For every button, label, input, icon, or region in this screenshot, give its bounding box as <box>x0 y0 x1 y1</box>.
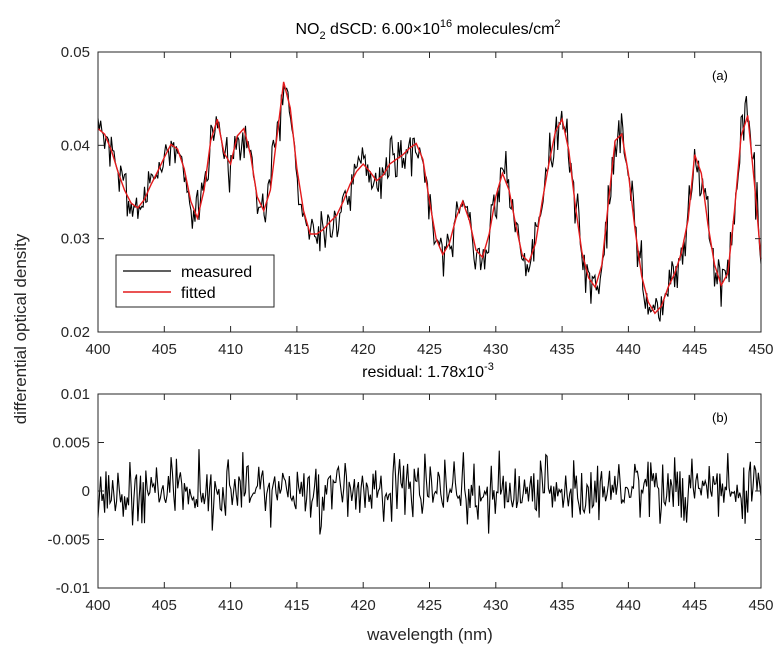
panel-a-x-tick-label: 425 <box>417 341 442 358</box>
panel-b: residual: 1.78x10-3 400 405 410 415 420 425 43… <box>47 361 773 614</box>
panel-a: NO2 dSCD: 6.00×1016 molecules/cm2 400 405… <box>61 18 774 358</box>
panel-a-x-tick-label: 450 <box>748 341 773 358</box>
panel-b-x-tick-label: 430 <box>483 597 508 614</box>
panel-b-y-tick-label: 0 <box>82 483 90 500</box>
panel-a-x-tick-label: 400 <box>85 341 110 358</box>
legend-measured-label: measured <box>181 264 252 281</box>
y-axis-label: differential optical density <box>11 233 30 424</box>
panel-b-tag: (b) <box>712 410 728 425</box>
panel-a-x-tick-label: 440 <box>616 341 641 358</box>
panel-a-y-tick-label: 0.02 <box>61 324 90 341</box>
panel-a-ticks: 400 405 410 415 420 425 430 435 440 445 450 0.02 0.0… <box>61 44 774 358</box>
panel-a-x-tick-label: 405 <box>152 341 177 358</box>
panel-a-title: NO2 dSCD: 6.00×1016 molecules/cm2 <box>295 18 560 42</box>
panel-b-x-tick-label: 425 <box>417 597 442 614</box>
panel-a-x-tick-label: 445 <box>682 341 707 358</box>
panel-b-x-tick-label: 445 <box>682 597 707 614</box>
panel-b-x-tick-label: 450 <box>748 597 773 614</box>
panel-a-x-tick-label: 415 <box>284 341 309 358</box>
panel-a-x-tick-label: 435 <box>550 341 575 358</box>
panel-a-data-lines <box>97 81 762 322</box>
panel-b-x-tick-label: 405 <box>152 597 177 614</box>
legend: measured fitted <box>115 254 275 308</box>
panel-b-x-tick-label: 420 <box>351 597 376 614</box>
panel-a-x-tick-label: 420 <box>351 341 376 358</box>
panel-b-x-tick-label: 410 <box>218 597 243 614</box>
panel-b-y-tick-label: 0.01 <box>61 386 90 403</box>
panel-b-data-lines <box>97 449 762 535</box>
panel-a-x-tick-label: 430 <box>483 341 508 358</box>
panel-b-x-tick-label: 440 <box>616 597 641 614</box>
panel-a-y-tick-label: 0.04 <box>61 137 90 154</box>
legend-fitted-label: fitted <box>181 285 216 302</box>
panel-b-x-tick-label: 400 <box>85 597 110 614</box>
panel-a-x-tick-label: 410 <box>218 341 243 358</box>
panel-b-x-tick-label: 415 <box>284 597 309 614</box>
legend-box <box>115 254 275 308</box>
residual-series-line <box>97 449 762 535</box>
panel-b-y-tick-label: 0.005 <box>52 435 90 452</box>
measured-series-line <box>97 84 762 322</box>
panel-a-y-tick-label: 0.05 <box>61 44 90 61</box>
panel-b-x-tick-label: 435 <box>550 597 575 614</box>
panel-a-y-tick-label: 0.03 <box>61 231 90 248</box>
panel-b-title: residual: 1.78x10-3 <box>362 361 494 381</box>
fitted-series-line <box>97 81 762 315</box>
panel-a-tag: (a) <box>712 68 728 83</box>
panel-b-y-tick-label: -0.005 <box>47 532 90 549</box>
x-axis-label: wavelength (nm) <box>366 625 493 644</box>
panel-b-ticks: 400 405 410 415 420 425 430 435 440 445 450 -0.01 -0… <box>47 386 773 614</box>
panel-b-y-tick-label: -0.01 <box>56 580 90 597</box>
